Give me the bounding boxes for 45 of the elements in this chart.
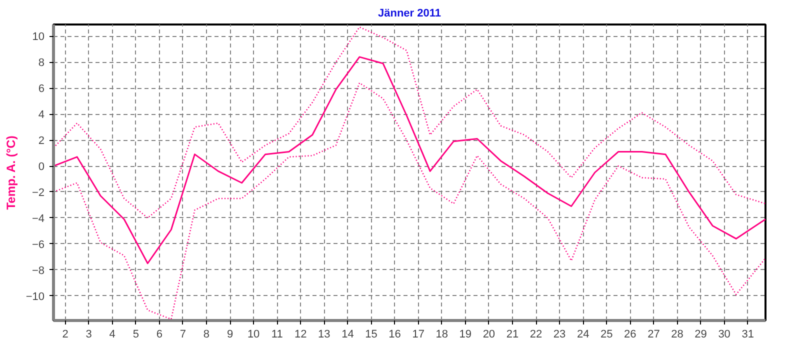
y-tick-label: 8 xyxy=(38,57,45,70)
x-tick-label: 5 xyxy=(132,328,139,340)
x-tick-label: 25 xyxy=(600,328,613,340)
y-tick-label: −4 xyxy=(32,212,45,225)
line-series xyxy=(54,26,766,219)
x-tick-label: 13 xyxy=(318,328,330,340)
y-tick-label: −10 xyxy=(26,290,45,303)
y-tick-label: 4 xyxy=(38,109,45,122)
line-series xyxy=(54,56,766,264)
chart-title: Jänner 2011 xyxy=(378,8,442,20)
x-tick-label: 23 xyxy=(553,328,566,340)
x-tick-label: 18 xyxy=(436,328,448,340)
x-tick-label: 24 xyxy=(576,328,590,340)
y-axis-title: Temp. A. (°C) xyxy=(4,136,18,210)
x-tick-label: 22 xyxy=(530,328,542,340)
x-tick-label: 16 xyxy=(388,328,401,340)
x-tick-label: 10 xyxy=(247,328,260,340)
x-tick-label: 12 xyxy=(294,328,307,340)
x-tick-label: 17 xyxy=(412,328,424,340)
x-tick-label: 19 xyxy=(459,328,472,340)
x-tick-label: 14 xyxy=(342,328,354,340)
x-tick-label: 6 xyxy=(156,328,162,340)
x-tick-label: 15 xyxy=(365,328,378,340)
x-tick-label: 20 xyxy=(482,328,496,340)
x-tick-label: 27 xyxy=(648,328,660,340)
y-tick-label: 10 xyxy=(32,31,45,44)
x-tick-label: 26 xyxy=(624,328,636,340)
y-tick-label: 0 xyxy=(38,161,45,174)
x-tick-label: 4 xyxy=(109,328,116,340)
x-tick-label: 3 xyxy=(86,328,92,340)
x-tick-label: 21 xyxy=(506,328,519,340)
x-tick-label: 29 xyxy=(694,328,707,340)
y-tick-label: −6 xyxy=(32,238,45,251)
x-tick-label: 2 xyxy=(62,328,68,340)
y-tick-label: −2 xyxy=(32,186,45,199)
x-tick-label: 31 xyxy=(742,328,754,340)
x-tick-label: 11 xyxy=(271,328,283,340)
y-tick-label: 6 xyxy=(38,83,45,96)
x-tick-label: 30 xyxy=(718,328,730,340)
x-tick-label: 7 xyxy=(180,328,186,340)
x-tick-label: 28 xyxy=(671,328,684,340)
x-tick-label: 8 xyxy=(203,328,210,340)
x-tick-label: 9 xyxy=(226,328,234,340)
y-tick-label: 2 xyxy=(38,135,45,148)
y-tick-label: −8 xyxy=(32,264,45,277)
